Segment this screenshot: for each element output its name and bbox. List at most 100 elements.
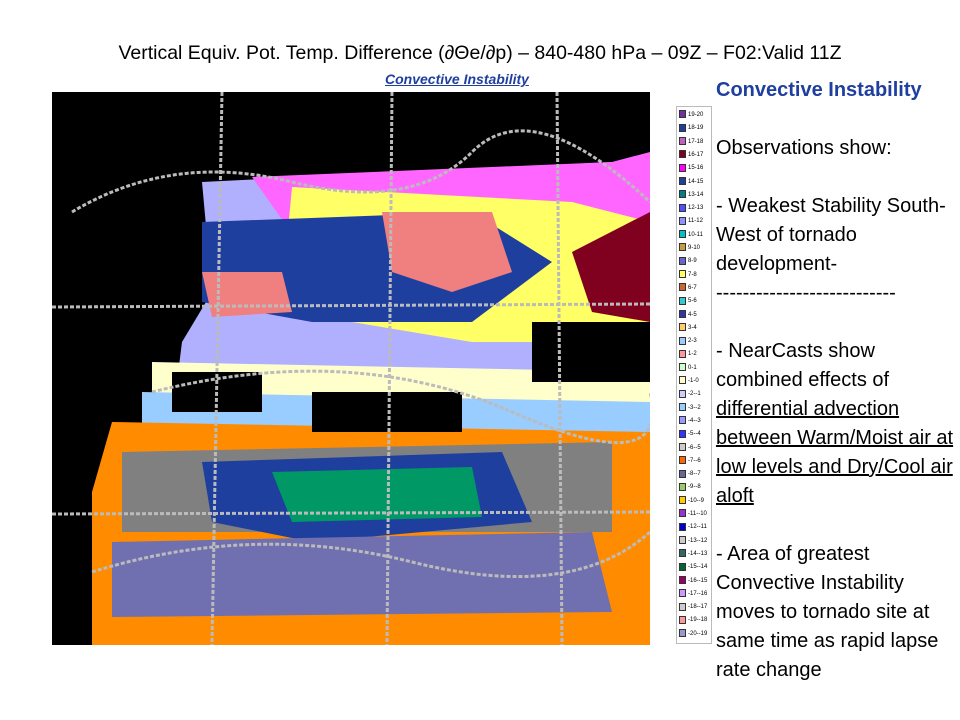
legend-item: 2-3 [679, 335, 697, 348]
legend-label: 2-3 [688, 338, 697, 345]
legend-label: 11-12 [688, 218, 703, 225]
legend-item: 11-12 [679, 215, 703, 228]
legend-swatch [679, 589, 686, 598]
legend-label: -7--6 [688, 457, 701, 464]
legend-label: 13-14 [688, 191, 704, 198]
legend-swatch [679, 110, 686, 119]
legend-item: 14-15 [679, 176, 703, 189]
notes-underlined: differential advection between Warm/Mois… [716, 398, 954, 507]
legend-label: -5--4 [688, 431, 701, 438]
legend-label: -1-0 [688, 378, 699, 384]
legend-item: 16-17 [679, 149, 703, 162]
notes-panel: Convective Instability Observations show… [716, 76, 956, 685]
legend-item: -10--9 [679, 495, 704, 508]
legend-item: 9-10 [679, 242, 700, 255]
legend-item: -15--14 [679, 561, 707, 574]
legend-swatch [679, 469, 686, 478]
legend-item: -3--2 [679, 402, 701, 415]
legend-swatch [679, 323, 686, 332]
legend-item: -12--11 [679, 521, 707, 534]
legend-item: -11--10 [679, 508, 707, 521]
legend-label: 3-4 [688, 324, 697, 331]
legend-item: 6-7 [679, 282, 697, 295]
legend-label: 9-10 [688, 245, 701, 251]
legend-swatch [679, 296, 686, 305]
legend-swatch [679, 615, 686, 624]
legend-swatch [679, 349, 686, 358]
legend-label: 6-7 [688, 284, 697, 291]
legend-swatch [679, 123, 686, 132]
legend-label: -12--11 [688, 524, 707, 531]
legend-label: -6--5 [688, 444, 701, 451]
legend-swatch [679, 536, 686, 545]
legend-label: 8-9 [688, 258, 697, 265]
notes-heading: Convective Instability [716, 79, 922, 101]
notes-text: - NearCasts show combined effects of [716, 340, 890, 391]
legend-label: 14-15 [688, 178, 704, 185]
legend-item: 12-13 [679, 202, 703, 215]
legend-label: -2--1 [688, 391, 701, 398]
legend-item: -1-0 [679, 375, 699, 388]
legend-item: -14--13 [679, 548, 707, 561]
legend-swatch [679, 203, 686, 212]
legend-swatch [679, 256, 686, 265]
legend-item: 19-20 [679, 109, 703, 122]
legend-swatch [679, 509, 686, 518]
legend-item: -6--5 [679, 442, 701, 455]
notes-intro: Observations show: [716, 137, 892, 159]
legend-item: -7--6 [679, 455, 701, 468]
legend-swatch [679, 216, 686, 225]
legend-swatch [679, 137, 686, 146]
legend-label: 19-20 [688, 112, 704, 118]
instability-map [52, 92, 650, 645]
legend-label: -4--3 [688, 417, 701, 424]
legend-item: -20--19 [679, 628, 707, 641]
legend-swatch [679, 389, 686, 398]
legend-swatch [679, 482, 686, 491]
legend-swatch [679, 150, 686, 159]
legend-swatch [679, 190, 686, 199]
legend-item: -19--18 [679, 614, 707, 627]
legend-swatch [679, 309, 686, 318]
color-legend: 19-20 18-19 17-18 16-17 15-16 14-15 13-14 12-13… [676, 106, 712, 644]
legend-swatch [679, 176, 686, 185]
legend-label: -13--12 [688, 537, 708, 544]
notes-point: - NearCasts show combined effects of dif… [716, 337, 956, 511]
legend-item: -9--8 [679, 481, 701, 494]
legend-swatch [679, 243, 686, 252]
notes-point: - Weakest Stability South-West of tornad… [716, 195, 946, 275]
legend-label: -18--17 [688, 604, 708, 611]
map-subtitle: Convective Instability [385, 71, 529, 87]
legend-swatch [679, 602, 686, 611]
legend-label: 10-11 [688, 231, 703, 238]
legend-label: 0-1 [688, 364, 697, 371]
legend-label: 16-17 [688, 151, 704, 158]
legend-label: -8--7 [688, 471, 701, 478]
legend-label: -16--15 [688, 577, 708, 584]
legend-item: -16--15 [679, 575, 707, 588]
legend-swatch [679, 522, 686, 531]
legend-label: 7-8 [688, 271, 697, 278]
legend-swatch [679, 575, 686, 584]
legend-label: 1-2 [688, 351, 697, 358]
legend-swatch [679, 442, 686, 451]
slide-title: Vertical Equiv. Pot. Temp. Difference (∂… [118, 42, 842, 64]
legend-label: 12-13 [688, 205, 704, 212]
legend-item: 5-6 [679, 295, 697, 308]
legend-swatch [679, 416, 686, 425]
legend-swatch [679, 429, 686, 438]
legend-swatch [679, 376, 686, 385]
legend-item: 4-5 [679, 309, 697, 322]
legend-item: 3-4 [679, 322, 697, 335]
map-field [92, 152, 650, 645]
legend-label: -10--9 [688, 497, 705, 504]
legend-label: 5-6 [688, 298, 697, 305]
legend-swatch [679, 283, 686, 292]
legend-label: -17--16 [688, 590, 708, 597]
legend-item: 8-9 [679, 255, 697, 268]
legend-item: -2--1 [679, 388, 701, 401]
legend-item: 7-8 [679, 269, 697, 282]
legend-label: 15-16 [688, 165, 704, 172]
legend-item: -4--3 [679, 415, 701, 428]
